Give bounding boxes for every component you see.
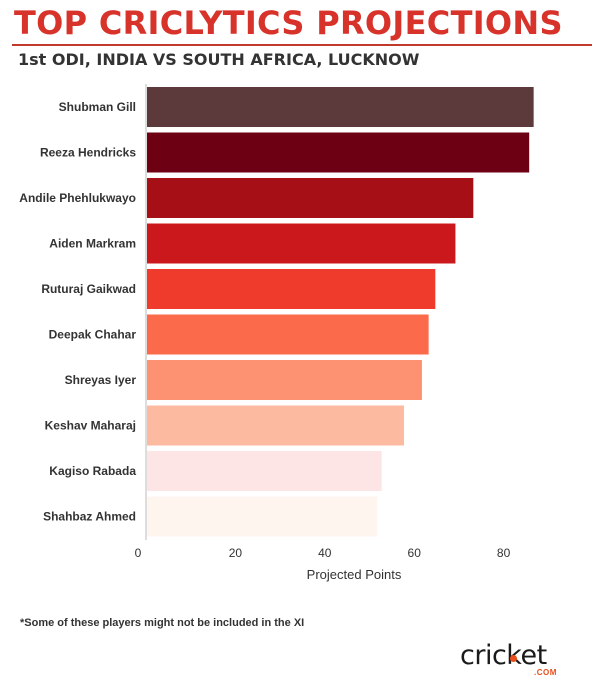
x-tick-labels-group: 0 20 40 60 80 — [135, 546, 511, 560]
x-tick-label: 0 — [135, 546, 142, 560]
title-divider — [12, 44, 592, 46]
bar-aiden-markram — [147, 223, 456, 264]
bar-shreyas-iyer — [147, 360, 422, 400]
bar-shahbaz-ahmed — [147, 496, 378, 537]
bar-reeza-hendricks — [147, 132, 530, 173]
category-label: Shahbaz Ahmed — [43, 510, 136, 524]
category-label: Keshav Maharaj — [45, 419, 136, 433]
category-label: Andile Phehlukwayo — [19, 191, 136, 205]
footnote: *Some of these players might not be incl… — [20, 617, 305, 629]
logo-wordmark: cricket — [460, 640, 547, 671]
category-label: Ruturaj Gaikwad — [41, 282, 136, 296]
bar-ruturaj-gaikwad — [147, 269, 436, 309]
bars-group — [147, 87, 534, 537]
bar-deepak-chahar — [147, 314, 429, 355]
logo-ball-icon — [510, 655, 517, 662]
category-label: Reeza Hendricks — [40, 146, 136, 160]
category-label: Shubman Gill — [59, 100, 136, 114]
x-tick-label: 80 — [497, 546, 511, 560]
bar-chart: Shubman Gill Reeza Hendricks Andile Phehlu… — [19, 84, 534, 582]
category-label: Kagiso Rabada — [49, 464, 136, 478]
bar-keshav-maharaj — [147, 405, 405, 446]
category-labels-group: Shubman Gill Reeza Hendricks Andile Phehlu… — [19, 100, 136, 524]
x-tick-label: 20 — [229, 546, 243, 560]
logo-domain: .COM — [534, 668, 557, 677]
category-label: Deepak Chahar — [49, 328, 137, 342]
chart-title: TOP CRICLYTICS PROJECTIONS — [14, 4, 563, 42]
bar-kagiso-rabada — [147, 451, 382, 491]
x-axis-label: Projected Points — [307, 567, 402, 582]
cricket-com-logo: cricket .COM — [460, 640, 580, 680]
category-label: Shreyas Iyer — [65, 373, 137, 387]
bar-shubman-gill — [147, 87, 534, 127]
chart-subtitle: 1st ODI, INDIA VS SOUTH AFRICA, LUCKNOW — [18, 50, 420, 69]
bar-andile-phehlukwayo — [147, 178, 474, 218]
x-tick-label: 40 — [318, 546, 332, 560]
x-tick-label: 60 — [408, 546, 422, 560]
category-label: Aiden Markram — [49, 237, 136, 251]
